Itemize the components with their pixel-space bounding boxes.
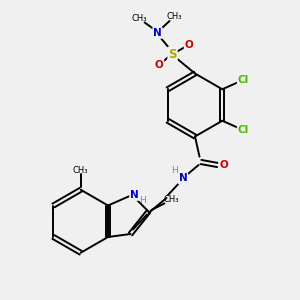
Text: CH₃: CH₃ [163,195,179,204]
Text: O: O [154,59,164,70]
Text: H: H [139,196,146,206]
Text: Cl: Cl [238,75,249,85]
Text: CH₃: CH₃ [166,12,182,21]
Text: N: N [178,173,188,184]
Text: Cl: Cl [238,125,249,135]
Text: CH₃: CH₃ [132,14,147,22]
Text: CH₃: CH₃ [73,166,88,175]
Text: O: O [219,160,228,170]
Text: S: S [168,47,177,61]
Text: H: H [171,167,178,176]
Text: O: O [184,40,194,50]
Text: N: N [130,190,139,200]
Text: N: N [153,28,162,38]
